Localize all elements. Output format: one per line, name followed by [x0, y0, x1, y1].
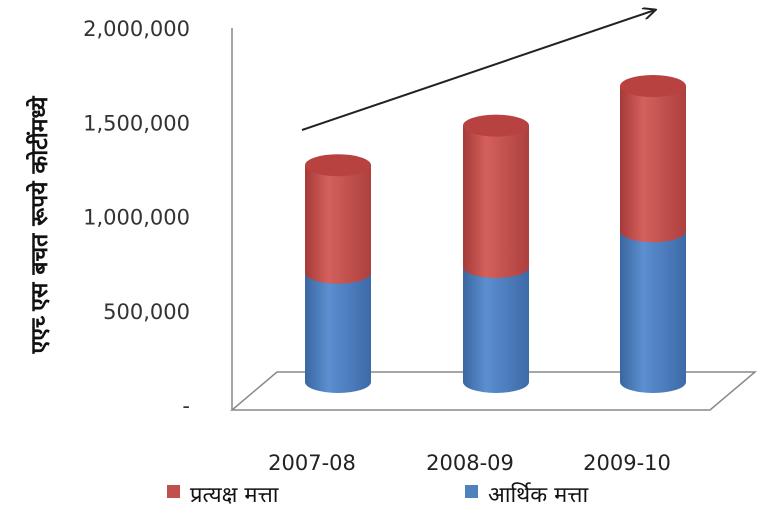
y-tick-label: 1,500,000 — [83, 111, 190, 135]
bar-segment — [305, 154, 371, 284]
bar-top-cap — [463, 114, 529, 137]
bar-top-cap — [620, 75, 686, 98]
legend-swatch-physical — [167, 485, 180, 498]
chart-floor — [229, 371, 758, 411]
y-tick-label: - — [182, 394, 190, 418]
bar-segment — [620, 75, 686, 243]
bar-top-cap — [305, 154, 371, 177]
x-tick-label: 2007-08 — [268, 451, 356, 475]
bar-body — [305, 165, 371, 284]
legend-swatch-financial — [465, 485, 478, 498]
bar-body — [620, 86, 686, 243]
y-tick-label: 2,000,000 — [83, 17, 190, 41]
y-tick-label: 500,000 — [103, 300, 190, 324]
bar-body — [463, 267, 529, 393]
bar-body — [620, 231, 686, 393]
legend-label-financial: आर्थिक मत्ता — [488, 482, 588, 508]
bar-segment — [463, 114, 529, 279]
bar-segment — [463, 267, 529, 393]
bar-body — [305, 272, 371, 393]
bars — [305, 75, 686, 393]
y-axis-label: एएच्‍ एस बचत रूपये कोटींमध्ये — [25, 95, 53, 355]
bar-body — [463, 125, 529, 279]
x-tick-labels: 2007-08 2008-09 2009-10 — [268, 451, 671, 475]
bar-segment — [305, 272, 371, 393]
legend-label-physical: प्रत्यक्ष मत्ता — [190, 483, 279, 508]
axes — [229, 28, 758, 411]
y-tick-label: 1,000,000 — [83, 206, 190, 230]
bar-segment — [620, 231, 686, 393]
x-tick-label: 2008-09 — [426, 451, 514, 475]
x-tick-label: 2009-10 — [583, 451, 671, 475]
trend-arrow — [301, 10, 655, 131]
y-ticks: - 500,000 1,000,000 1,500,000 2,000,000 — [83, 17, 190, 418]
legend: प्रत्यक्ष मत्ता आर्थिक मत्ता — [167, 482, 588, 508]
